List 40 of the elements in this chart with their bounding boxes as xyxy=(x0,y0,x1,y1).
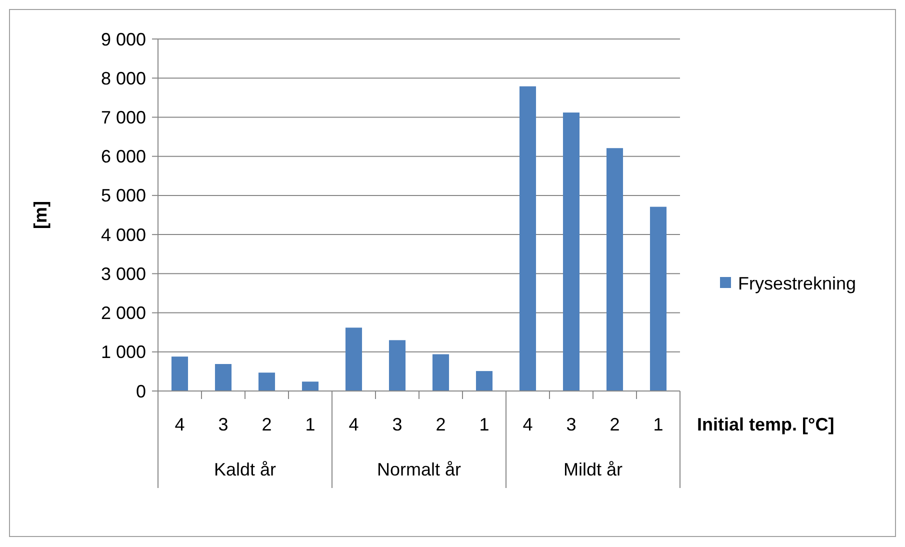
y-axis-title: [m] xyxy=(30,201,50,229)
x-tick-label: 1 xyxy=(305,414,316,434)
x-tick-label: 4 xyxy=(348,414,359,434)
bar xyxy=(519,86,536,391)
x-tick-label: 3 xyxy=(392,414,402,434)
x-tick-label: 1 xyxy=(479,414,490,434)
x-tick-label: 1 xyxy=(653,414,664,434)
y-tick-label: 0 xyxy=(136,381,146,402)
y-tick-label: 1 000 xyxy=(100,342,146,362)
bar xyxy=(345,328,362,391)
text: Normalt år xyxy=(376,459,462,480)
y-tick-label: 7 000 xyxy=(100,108,146,128)
x-tick-label: 4 xyxy=(522,414,533,434)
bar xyxy=(562,112,580,391)
text: Kaldt år xyxy=(214,459,276,480)
legend-label: Frysestrekning xyxy=(738,273,856,294)
x-tick-label: 2 xyxy=(262,414,272,434)
bar xyxy=(650,206,667,391)
y-tick-label: 3 000 xyxy=(100,264,146,284)
x-tick-label: 2 xyxy=(436,414,446,434)
x-tick-label: 4 xyxy=(174,414,185,434)
y-tick-label: 8 000 xyxy=(100,68,146,88)
bar xyxy=(258,372,276,391)
y-tick-label: 2 000 xyxy=(100,303,146,324)
bar xyxy=(606,148,624,391)
x-tick-label: 2 xyxy=(610,414,620,434)
bar xyxy=(214,364,232,391)
bar xyxy=(476,371,493,391)
bar xyxy=(171,356,188,391)
text: Mildt år xyxy=(563,459,623,480)
y-tick-label: 6 000 xyxy=(100,146,146,167)
x-tick-label: 3 xyxy=(566,414,576,434)
bar xyxy=(302,382,319,391)
bar xyxy=(432,354,450,391)
y-tick-label: 4 000 xyxy=(100,224,146,245)
x-tick-label: 3 xyxy=(218,414,228,434)
x-axis-title: Initial temp. [°C] xyxy=(697,414,834,434)
y-tick-label: 9 000 xyxy=(100,29,146,50)
y-tick-label: 5 000 xyxy=(100,186,146,206)
bar xyxy=(388,340,406,391)
